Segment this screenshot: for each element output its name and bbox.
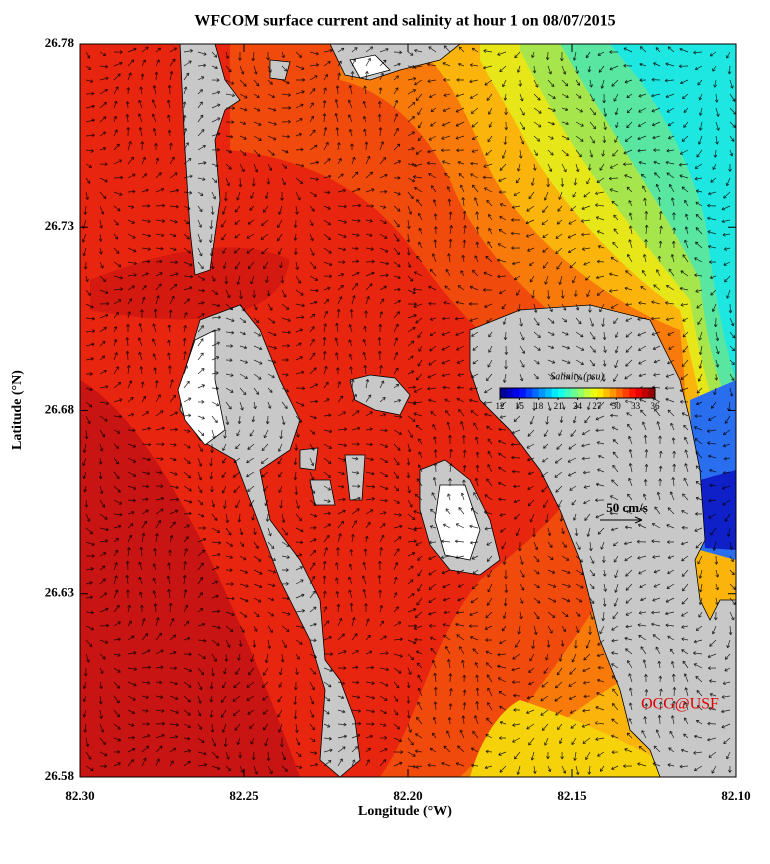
colorbar-tick-label: 27 [592,401,602,411]
colorbar-tick-label: 21 [554,401,563,411]
colorbar-segment [525,388,533,398]
colorbar-segment [642,388,650,398]
colorbar-segment [603,388,611,398]
colorbar-tick-label: 18 [534,401,544,411]
scale-arrow-head [634,516,643,524]
colorbar-tick-label: 36 [651,401,661,411]
salinity-region [80,380,300,777]
colorbar-segment [609,388,617,398]
colorbar-segment [538,388,546,398]
island [344,454,366,501]
x-tick-label: 82.15 [557,788,587,803]
colorbar-segment [622,388,630,398]
colorbar-segment [596,388,604,398]
colorbar-tick-label: 30 [612,401,622,411]
x-tick-label: 82.25 [229,788,259,803]
island [349,374,411,416]
island [299,447,319,471]
colorbar-segment [506,388,514,398]
y-tick-label: 26.63 [45,585,75,600]
colorbar-tick-label: 15 [515,401,525,411]
current-arrows [81,45,736,775]
salinity-region [610,44,736,380]
colorbar-tick-label: 24 [573,401,583,411]
colorbar-segment [551,388,559,398]
colorbar-segment [583,388,591,398]
island [309,479,336,506]
y-tick-label: 26.73 [45,218,75,233]
colorbar-segment [564,388,572,398]
colorbar-segment [648,388,656,398]
colorbar-segment [571,388,578,398]
island-lagoon [349,54,391,79]
x-tick-label: 82.10 [721,788,750,803]
colorbar-segment [635,388,643,398]
salinity-region [700,470,736,550]
island [179,44,241,276]
axes: 82.30 82.25 82.20 82.15 82.10 26.58 26.63 26.68… [45,35,751,803]
colorbar-segment [500,388,507,398]
x-tick-label: 82.20 [393,788,422,803]
mainland [469,304,736,777]
y-tick-label: 26.78 [45,35,75,50]
colorbar-tick-label: 33 [631,401,641,411]
salinity-region [90,247,290,320]
colorbar-segment [577,388,585,398]
colorbar-segment [545,388,553,398]
scale-arrow-label: 50 cm/s [606,500,648,515]
colorbar-segment [532,388,540,398]
x-axis-label: Longitude (°W) [358,804,452,819]
salinity-region [470,700,660,777]
y-tick-label: 26.58 [45,768,75,783]
colorbar-segment [629,388,637,398]
y-tick-label: 26.68 [45,401,75,416]
colorbar-title: Salinity (psu) [550,371,604,382]
colorbar-tick-label: 12 [496,401,505,411]
colorbar: Salinity (psu) 12 15 18 21 24 27 30 33 36 [496,371,661,411]
colorbar-segment [590,388,598,398]
map-title: WFCOM surface current and salinity at ho… [194,13,615,30]
y-axis-label: Latitude (°N) [10,370,25,450]
colorbar-segment [512,388,520,398]
x-tick-label: 82.30 [65,788,94,803]
credit: OCG@USF [641,696,719,713]
current-arrow-field [81,45,736,775]
colorbar-segment [519,388,527,398]
colorbar-segment [558,388,566,398]
colorbar-segment [616,388,624,398]
